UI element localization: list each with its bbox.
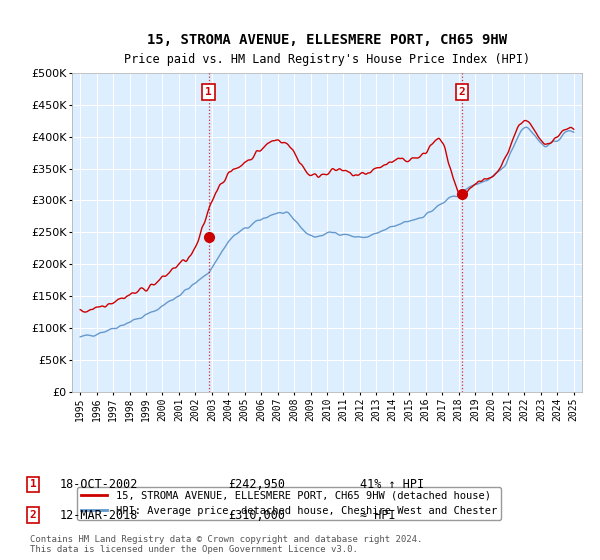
Text: 1: 1 xyxy=(205,87,212,97)
Text: 2: 2 xyxy=(29,510,37,520)
Text: 1: 1 xyxy=(29,479,37,489)
Text: ≈ HPI: ≈ HPI xyxy=(360,508,395,522)
Text: £242,950: £242,950 xyxy=(228,478,285,491)
Text: Contains HM Land Registry data © Crown copyright and database right 2024.
This d: Contains HM Land Registry data © Crown c… xyxy=(30,535,422,554)
Text: 15, STROMA AVENUE, ELLESMERE PORT, CH65 9HW: 15, STROMA AVENUE, ELLESMERE PORT, CH65 … xyxy=(147,33,507,47)
Text: 18-OCT-2002: 18-OCT-2002 xyxy=(60,478,139,491)
Text: Price paid vs. HM Land Registry's House Price Index (HPI): Price paid vs. HM Land Registry's House … xyxy=(124,53,530,67)
Text: 41% ↑ HPI: 41% ↑ HPI xyxy=(360,478,424,491)
Text: £310,000: £310,000 xyxy=(228,508,285,522)
Text: 2: 2 xyxy=(458,87,465,97)
Text: 12-MAR-2018: 12-MAR-2018 xyxy=(60,508,139,522)
Legend: 15, STROMA AVENUE, ELLESMERE PORT, CH65 9HW (detached house), HPI: Average price: 15, STROMA AVENUE, ELLESMERE PORT, CH65 … xyxy=(77,487,501,520)
